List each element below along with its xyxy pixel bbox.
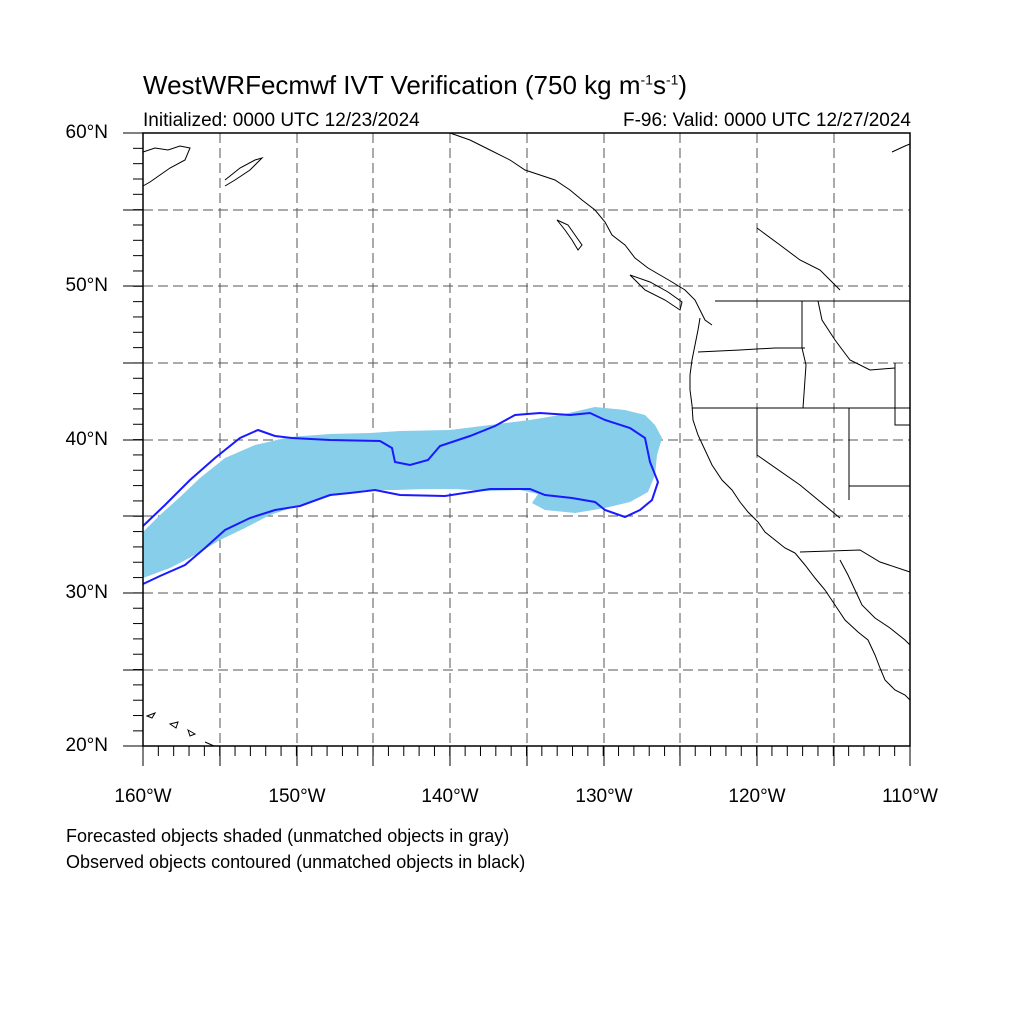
utah-wyoming-border	[894, 363, 910, 426]
hawaii-islands	[145, 712, 215, 747]
northwest-coast-right	[891, 143, 911, 153]
idaho-border	[801, 301, 807, 409]
initialized-time: Initialized: 0000 UTC 12/23/2024	[143, 110, 420, 131]
haida-gwaii	[556, 219, 583, 251]
map-title: WestWRFecmwf IVT Verification (750 kg m-…	[143, 70, 687, 101]
forecast-ivt-object	[143, 407, 662, 578]
lat-label-40n: 40°N	[65, 429, 108, 450]
lat-label-60n: 60°N	[65, 122, 108, 143]
lon-label-160w: 160°W	[114, 786, 172, 807]
gulf-of-alaska-coast	[449, 132, 713, 326]
legend-observed-note: Observed objects contoured (unmatched ob…	[66, 852, 526, 872]
title-sup2: -1	[665, 71, 679, 88]
us-west-coast	[689, 317, 796, 554]
mexico-border	[799, 549, 911, 573]
valid-time: F-96: Valid: 0000 UTC 12/27/2024	[623, 110, 911, 131]
lat-label-20n: 20°N	[65, 735, 108, 756]
alaska-coast	[142, 145, 191, 187]
observed-ivt-contour	[142, 411, 660, 585]
lon-label-130w: 130°W	[575, 786, 633, 807]
lon-label-110w: 110°W	[882, 786, 938, 807]
montana-idaho-border	[817, 300, 896, 371]
title-end: )	[678, 70, 688, 100]
lat-label-30n: 30°N	[65, 582, 108, 603]
title-main: WestWRFecmwf IVT Verification (750 kg m	[143, 70, 641, 100]
vancouver-island	[629, 274, 683, 311]
lon-label-120w: 120°W	[728, 786, 786, 807]
lat-label-50n: 50°N	[65, 275, 108, 296]
lon-label-140w: 140°W	[421, 786, 479, 807]
california-nevada-border	[756, 408, 841, 519]
lon-label-150w: 150°W	[268, 786, 326, 807]
oregon-washington-border	[697, 347, 805, 353]
canada-interior-border	[756, 227, 841, 291]
title-mid: s	[652, 70, 666, 100]
minor-tick-marks	[133, 132, 896, 756]
alaska-peninsula	[224, 156, 264, 187]
baja-california	[794, 552, 911, 701]
coastlines-and-borders	[142, 132, 911, 747]
title-sup1: -1	[640, 71, 653, 88]
gulf-of-california	[839, 559, 911, 646]
legend-forecast-note: Forecasted objects shaded (unmatched obj…	[66, 826, 510, 846]
